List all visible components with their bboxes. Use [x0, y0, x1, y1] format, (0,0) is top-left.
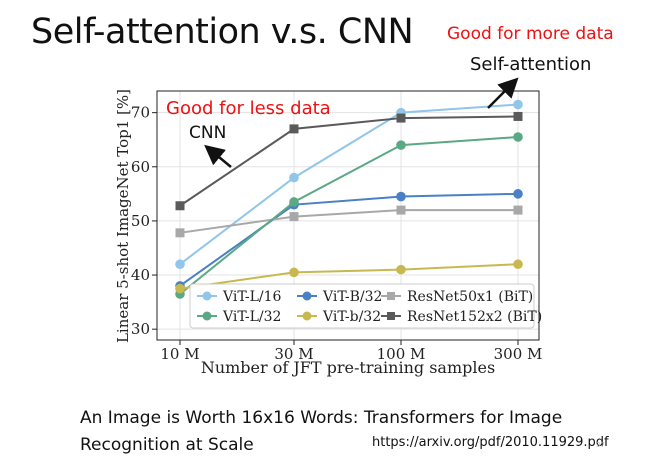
axes: 30 40 50 60 70 10 M 30 M 100 M 300 M [131, 104, 542, 363]
data-point-vit-b-32 [513, 259, 523, 270]
series-line-vit-b-32 [179, 263, 519, 290]
data-point-resnet152x2-bit [175, 201, 185, 211]
note-less-data: Good for less data [166, 98, 331, 119]
legend-label-vit-l-32: ViT-L/32 [222, 309, 281, 325]
y-tick-label: 30 [131, 320, 150, 338]
y-tick-label: 50 [131, 212, 150, 230]
series-line-vit-b-32 [179, 192, 519, 287]
legend-marker-vit-b-32 [302, 291, 312, 301]
series-line-vit-l-16 [179, 103, 519, 266]
paper-caption: An Image is Worth 16x16 Words: Transform… [80, 405, 562, 459]
x-axis-label: Number of JFT pre-training samples [201, 358, 495, 377]
data-point-resnet50x1-bit [396, 205, 406, 215]
series-line-vit-l-32 [179, 136, 519, 295]
data-point-vit-b-32 [513, 189, 523, 199]
slide-title: Self-attention v.s. CNN [31, 12, 414, 52]
data-point-vit-b-32 [396, 264, 406, 275]
legend-box [189, 283, 535, 329]
x-tick-label: 300 M [494, 345, 543, 363]
data-point-vit-l-32 [513, 132, 523, 142]
legend-marker-resnet152x2-bit [387, 312, 395, 320]
legend: ViT-L/16 ViT-B/32 ResNet50x1 (BiT) ViT-L/32… [189, 283, 542, 329]
arrow-self-attention [487, 77, 519, 109]
y-axis-label: Linear 5-shot ImageNet Top1 [%] [114, 89, 132, 343]
paper-link[interactable]: https://arxiv.org/pdf/2010.11929.pdf [372, 435, 609, 450]
x-tick-label: 100 M [377, 345, 426, 363]
label-cnn: CNN [189, 123, 227, 143]
data-point-vit-l-16 [289, 172, 299, 183]
data-point-resnet50x1-bit [513, 205, 523, 215]
data-point-vit-b-32 [396, 191, 406, 202]
caption-line-1: An Image is Worth 16x16 Words: Transform… [80, 408, 563, 428]
data-point-resnet152x2-bit [289, 124, 299, 134]
y-tick-label: 60 [131, 158, 150, 176]
data-point-vit-l-32 [289, 197, 299, 207]
legend-label-vit-b-32: ViT-B/32 [322, 289, 382, 305]
data-point-resnet152x2-bit [513, 111, 523, 121]
legend-marker-vit-l-32 [202, 311, 212, 321]
x-tick-label: 30 M [274, 345, 313, 363]
data-point-resnet152x2-bit [396, 113, 406, 123]
data-point-vit-b-32 [289, 267, 299, 278]
legend-label-resnet50x1-bit: ResNet50x1 (BiT) [407, 289, 533, 305]
plot-frame [156, 90, 540, 341]
data-point-vit-l-16 [513, 99, 523, 110]
series-layer [175, 99, 523, 299]
data-point-resnet50x1-bit [289, 212, 299, 222]
caption-line-2: Recognition at Scale [80, 435, 254, 455]
arrow-cnn [204, 144, 232, 168]
legend-marker-vit-l-16 [202, 291, 212, 301]
note-more-data: Good for more data [447, 24, 614, 44]
data-point-resnet50x1-bit [175, 228, 185, 238]
data-point-vit-l-16 [175, 259, 185, 270]
legend-label-resnet152x2-bit: ResNet152x2 (BiT) [407, 309, 542, 325]
label-self-attention: Self-attention [470, 54, 592, 75]
legend-marker-vit-b-32 [302, 311, 312, 321]
x-tick-label: 10 M [160, 345, 199, 363]
legend-label-vit-l-16: ViT-L/16 [222, 289, 282, 305]
data-point-vit-b-32 [175, 283, 185, 294]
y-tick-label: 70 [131, 104, 150, 122]
legend-label-vit-b-32: ViT-b/32 [322, 309, 381, 325]
series-line-resnet50x1-bit [179, 209, 518, 234]
y-tick-label: 40 [131, 266, 150, 284]
page-number: 37 [596, 441, 605, 449]
legend-marker-resnet50x1-bit [387, 292, 395, 300]
series-line-resnet152x2-bit [179, 115, 519, 207]
data-point-vit-l-32 [396, 140, 406, 150]
